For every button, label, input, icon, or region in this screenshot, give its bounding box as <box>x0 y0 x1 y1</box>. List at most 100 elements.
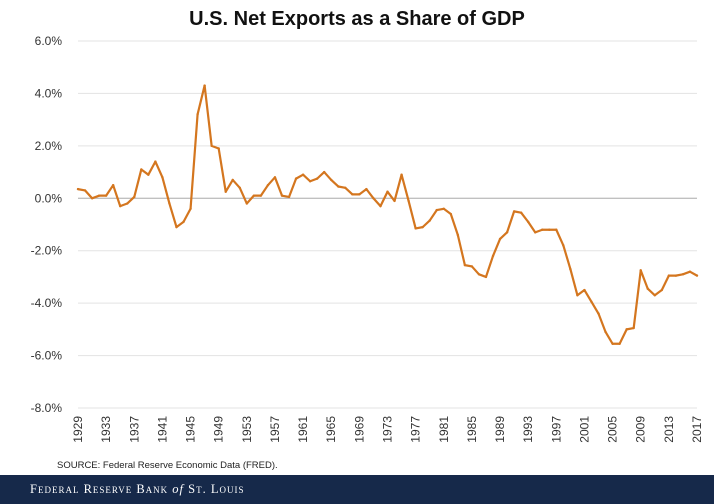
data-point <box>210 144 213 148</box>
x-tick-label: 1993 <box>521 416 535 443</box>
data-point <box>280 194 284 197</box>
data-point <box>576 294 579 297</box>
data-point <box>259 194 263 197</box>
data-point <box>618 342 621 345</box>
data-point <box>590 300 593 304</box>
data-point <box>238 186 241 189</box>
data-point <box>154 160 157 163</box>
data-point <box>541 228 544 231</box>
data-point <box>435 208 438 212</box>
x-tick-label: 1981 <box>437 416 451 443</box>
data-point <box>203 84 206 87</box>
x-tick-label: 1929 <box>71 416 85 443</box>
x-tick-label: 1969 <box>352 416 366 443</box>
data-point <box>463 263 467 267</box>
data-point <box>322 170 326 174</box>
data-point <box>301 173 305 176</box>
data-point <box>111 183 115 187</box>
data-point <box>407 199 410 203</box>
data-point <box>660 288 664 292</box>
data-point <box>639 269 642 272</box>
x-tick-label: 2009 <box>634 416 648 443</box>
data-point <box>351 193 354 196</box>
data-point <box>414 227 417 230</box>
x-tick-label: 1957 <box>268 416 282 443</box>
x-tick-label: 1977 <box>409 416 423 443</box>
x-tick-label: 2013 <box>662 416 676 443</box>
data-point <box>653 294 656 297</box>
data-point <box>308 180 312 183</box>
series-line <box>77 84 698 345</box>
data-point <box>548 228 551 231</box>
data-point <box>597 312 600 315</box>
x-tick-label: 1949 <box>212 416 226 443</box>
data-point <box>76 187 80 191</box>
x-tick-label: 1985 <box>465 416 479 443</box>
data-point <box>133 195 136 199</box>
data-point <box>611 342 614 345</box>
data-point <box>358 193 361 196</box>
x-tick-label: 2005 <box>606 416 620 443</box>
x-tick-label: 2017 <box>690 416 704 443</box>
footer-brand: Federal Reserve Bank of St. Louis <box>30 482 244 497</box>
data-point <box>393 199 396 203</box>
data-point <box>315 177 319 180</box>
data-point <box>83 189 87 192</box>
x-tick-label: 2001 <box>577 416 591 443</box>
data-point <box>491 254 495 258</box>
y-tick-label: 2.0% <box>35 139 63 153</box>
x-tick-label: 1961 <box>296 416 310 443</box>
data-point <box>252 194 256 197</box>
data-point <box>97 194 101 197</box>
data-point <box>224 190 227 193</box>
y-tick-label: -8.0% <box>31 401 63 415</box>
x-tick-label: 1933 <box>99 416 113 443</box>
data-point <box>90 197 94 200</box>
line-chart: 6.0% 4.0% 2.0% 0.0% -2.0% -4.0% -6.0% -8.0% 192… <box>31 34 704 443</box>
y-axis-tick-labels: 6.0% 4.0% 2.0% 0.0% -2.0% -4.0% -6.0% -8.0% <box>31 34 63 415</box>
data-point <box>104 194 108 197</box>
data-point <box>161 176 164 179</box>
data-point <box>505 231 509 234</box>
data-point <box>470 265 474 268</box>
data-point <box>245 202 249 205</box>
data-point <box>583 288 586 292</box>
data-point <box>484 275 488 279</box>
data-point <box>442 207 445 210</box>
data-point <box>126 202 129 205</box>
data-point <box>695 274 699 277</box>
x-axis-tick-labels: 1929 1933 1937 1941 1945 1949 1953 1957 1961 1965… <box>71 416 704 443</box>
data-point <box>498 237 502 241</box>
x-tick-label: 1941 <box>155 416 169 443</box>
data-point <box>625 328 628 331</box>
y-tick-label: -4.0% <box>31 296 63 310</box>
data-point <box>294 177 298 180</box>
data-point <box>182 220 185 224</box>
x-tick-label: 1945 <box>184 416 198 443</box>
data-points <box>76 84 699 345</box>
data-point <box>337 185 340 188</box>
y-tick-label: -2.0% <box>31 244 63 258</box>
y-tick-label: 0.0% <box>35 191 63 205</box>
x-tick-label: 1989 <box>493 416 507 443</box>
source-note: SOURCE: Federal Reserve Economic Data (F… <box>57 460 278 471</box>
data-point <box>688 270 692 273</box>
footer-bar: Federal Reserve Bank of St. Louis <box>0 475 714 504</box>
y-tick-label: 6.0% <box>35 34 63 48</box>
data-point <box>119 204 122 208</box>
x-tick-label: 1973 <box>381 416 395 443</box>
data-point <box>632 326 635 330</box>
data-point <box>266 183 270 187</box>
data-point <box>379 204 382 208</box>
data-point <box>555 228 558 231</box>
data-point <box>604 330 607 334</box>
data-point <box>421 225 424 229</box>
data-point <box>140 168 143 171</box>
data-point <box>365 187 368 191</box>
data-point <box>400 173 403 176</box>
data-point <box>449 212 453 216</box>
x-tick-label: 1937 <box>127 416 141 443</box>
y-tick-label: -6.0% <box>31 349 63 363</box>
data-point <box>519 211 523 214</box>
data-point <box>681 273 685 276</box>
